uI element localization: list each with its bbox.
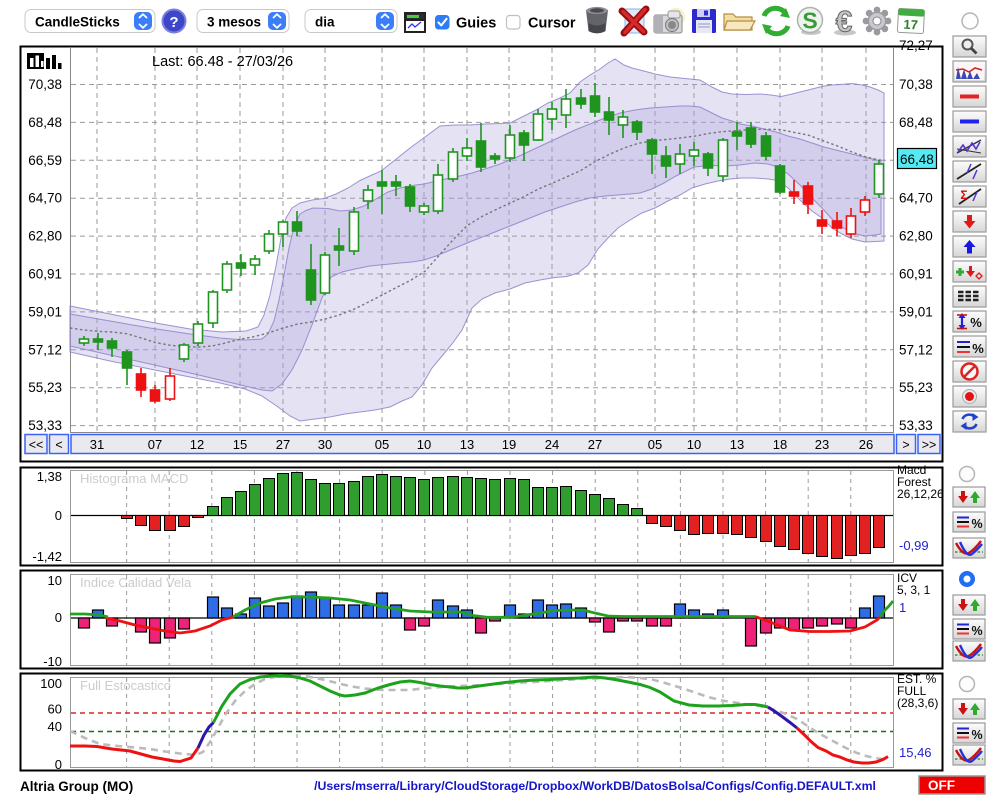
svg-text:55,23: 55,23 <box>28 380 62 395</box>
svg-text:57,12: 57,12 <box>899 342 933 357</box>
svg-text:72,27: 72,27 <box>899 38 933 53</box>
svg-text:5, 3, 1: 5, 3, 1 <box>897 583 931 597</box>
svg-text:Guies: Guies <box>456 16 496 32</box>
svg-text:70,38: 70,38 <box>28 77 62 92</box>
svg-text:S: S <box>802 8 817 34</box>
svg-text:%: % <box>972 341 984 356</box>
svg-text:>>: >> <box>922 438 937 452</box>
svg-text:10: 10 <box>687 437 701 452</box>
svg-text:17: 17 <box>903 17 918 33</box>
svg-text:-0,99: -0,99 <box>899 538 929 553</box>
svg-text:60: 60 <box>48 702 62 717</box>
svg-text:0: 0 <box>55 508 62 523</box>
svg-text:40: 40 <box>48 719 62 734</box>
svg-text:100: 100 <box>40 676 62 691</box>
svg-text:24: 24 <box>545 437 559 452</box>
svg-text:59,01: 59,01 <box>899 304 933 319</box>
svg-text:53,33: 53,33 <box>28 418 62 433</box>
svg-text:26,12,26: 26,12,26 <box>897 487 944 501</box>
svg-text:-1,42: -1,42 <box>32 549 62 564</box>
svg-text:31: 31 <box>90 437 104 452</box>
svg-text:59,01: 59,01 <box>28 304 62 319</box>
svg-text:27: 27 <box>276 437 290 452</box>
svg-text:10: 10 <box>48 573 62 588</box>
svg-text:66,59: 66,59 <box>28 153 62 168</box>
svg-text:/Users/mserra/Library/CloudSto: /Users/mserra/Library/CloudStorage/Dropb… <box>314 779 876 793</box>
svg-text:<<: << <box>29 438 44 452</box>
svg-text:15: 15 <box>233 437 247 452</box>
svg-text:CandleSticks: CandleSticks <box>35 15 120 30</box>
svg-text:3 mesos: 3 mesos <box>207 15 261 30</box>
svg-text:ICV: ICV <box>897 571 917 585</box>
svg-text:EST. %: EST. % <box>897 672 937 686</box>
svg-text:Altria Group (MO): Altria Group (MO) <box>20 779 133 794</box>
svg-text:0: 0 <box>55 757 62 772</box>
svg-text:55,23: 55,23 <box>899 380 933 395</box>
svg-text:Cursor: Cursor <box>528 16 576 32</box>
svg-text:Full Estocastico: Full Estocastico <box>80 678 171 693</box>
svg-text:66,48: 66,48 <box>900 152 934 167</box>
svg-text:15,46: 15,46 <box>899 745 932 760</box>
svg-text:05: 05 <box>375 437 389 452</box>
svg-text:12: 12 <box>190 437 204 452</box>
svg-text:FULL: FULL <box>897 684 927 698</box>
svg-text:<: < <box>55 438 62 452</box>
svg-text:07: 07 <box>148 437 162 452</box>
svg-text:0: 0 <box>55 610 62 625</box>
svg-text:68,48: 68,48 <box>28 115 62 130</box>
svg-text:€: € <box>836 6 853 39</box>
svg-text:30: 30 <box>318 437 332 452</box>
svg-text:(28,3,6): (28,3,6) <box>897 696 938 710</box>
svg-text:60,91: 60,91 <box>899 267 933 282</box>
svg-text:10: 10 <box>417 437 431 452</box>
svg-text:Forest: Forest <box>897 475 932 489</box>
svg-text:26: 26 <box>859 437 873 452</box>
svg-text:60,91: 60,91 <box>28 267 62 282</box>
svg-text:1,38: 1,38 <box>37 469 62 484</box>
svg-text:Last: 66.48 - 27/03/26: Last: 66.48 - 27/03/26 <box>152 54 293 70</box>
svg-text:68,48: 68,48 <box>899 115 933 130</box>
svg-text:19: 19 <box>502 437 516 452</box>
svg-text:1: 1 <box>899 600 906 615</box>
svg-text:Indice Calidad Vela: Indice Calidad Vela <box>80 575 192 590</box>
svg-text:57,12: 57,12 <box>28 342 62 357</box>
svg-text:Σ: Σ <box>960 188 967 202</box>
svg-text:%: % <box>970 315 982 330</box>
svg-text:53,33: 53,33 <box>899 418 933 433</box>
svg-text:18: 18 <box>773 437 787 452</box>
svg-text:?: ? <box>169 14 178 31</box>
svg-text:Macd: Macd <box>897 463 926 477</box>
svg-text:62,80: 62,80 <box>899 229 933 244</box>
svg-text:23: 23 <box>815 437 829 452</box>
svg-text:dia: dia <box>315 15 335 30</box>
svg-text:€: € <box>836 6 853 39</box>
svg-text:%: % <box>971 728 982 742</box>
svg-text:05: 05 <box>648 437 662 452</box>
svg-text:OFF: OFF <box>928 778 955 793</box>
svg-text:%: % <box>971 517 982 531</box>
svg-text:62,80: 62,80 <box>28 229 62 244</box>
svg-text:13: 13 <box>460 437 474 452</box>
svg-text:64,70: 64,70 <box>28 191 62 206</box>
svg-text:-10: -10 <box>43 654 62 669</box>
svg-text:70,38: 70,38 <box>899 77 933 92</box>
svg-text:%: % <box>971 624 982 638</box>
svg-text:27: 27 <box>588 437 602 452</box>
svg-text:>: > <box>902 438 909 452</box>
svg-text:Histograma MACD: Histograma MACD <box>80 471 188 486</box>
svg-text:13: 13 <box>730 437 744 452</box>
svg-text:64,70: 64,70 <box>899 191 933 206</box>
